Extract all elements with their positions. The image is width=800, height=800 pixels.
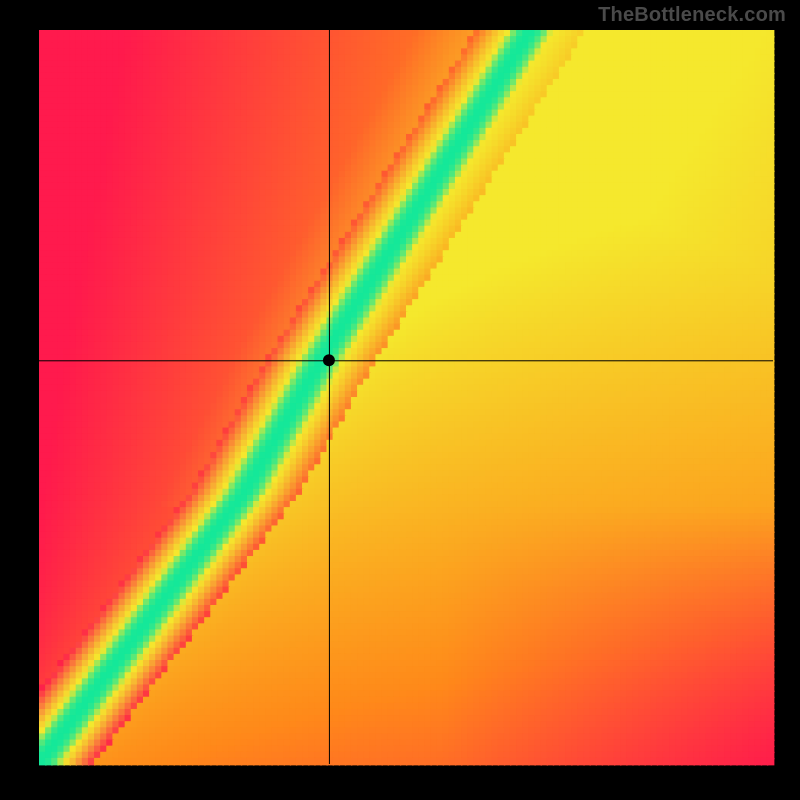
watermark-text: TheBottleneck.com xyxy=(598,4,786,27)
heatmap-canvas xyxy=(0,0,800,800)
chart-container: TheBottleneck.com xyxy=(0,0,800,800)
